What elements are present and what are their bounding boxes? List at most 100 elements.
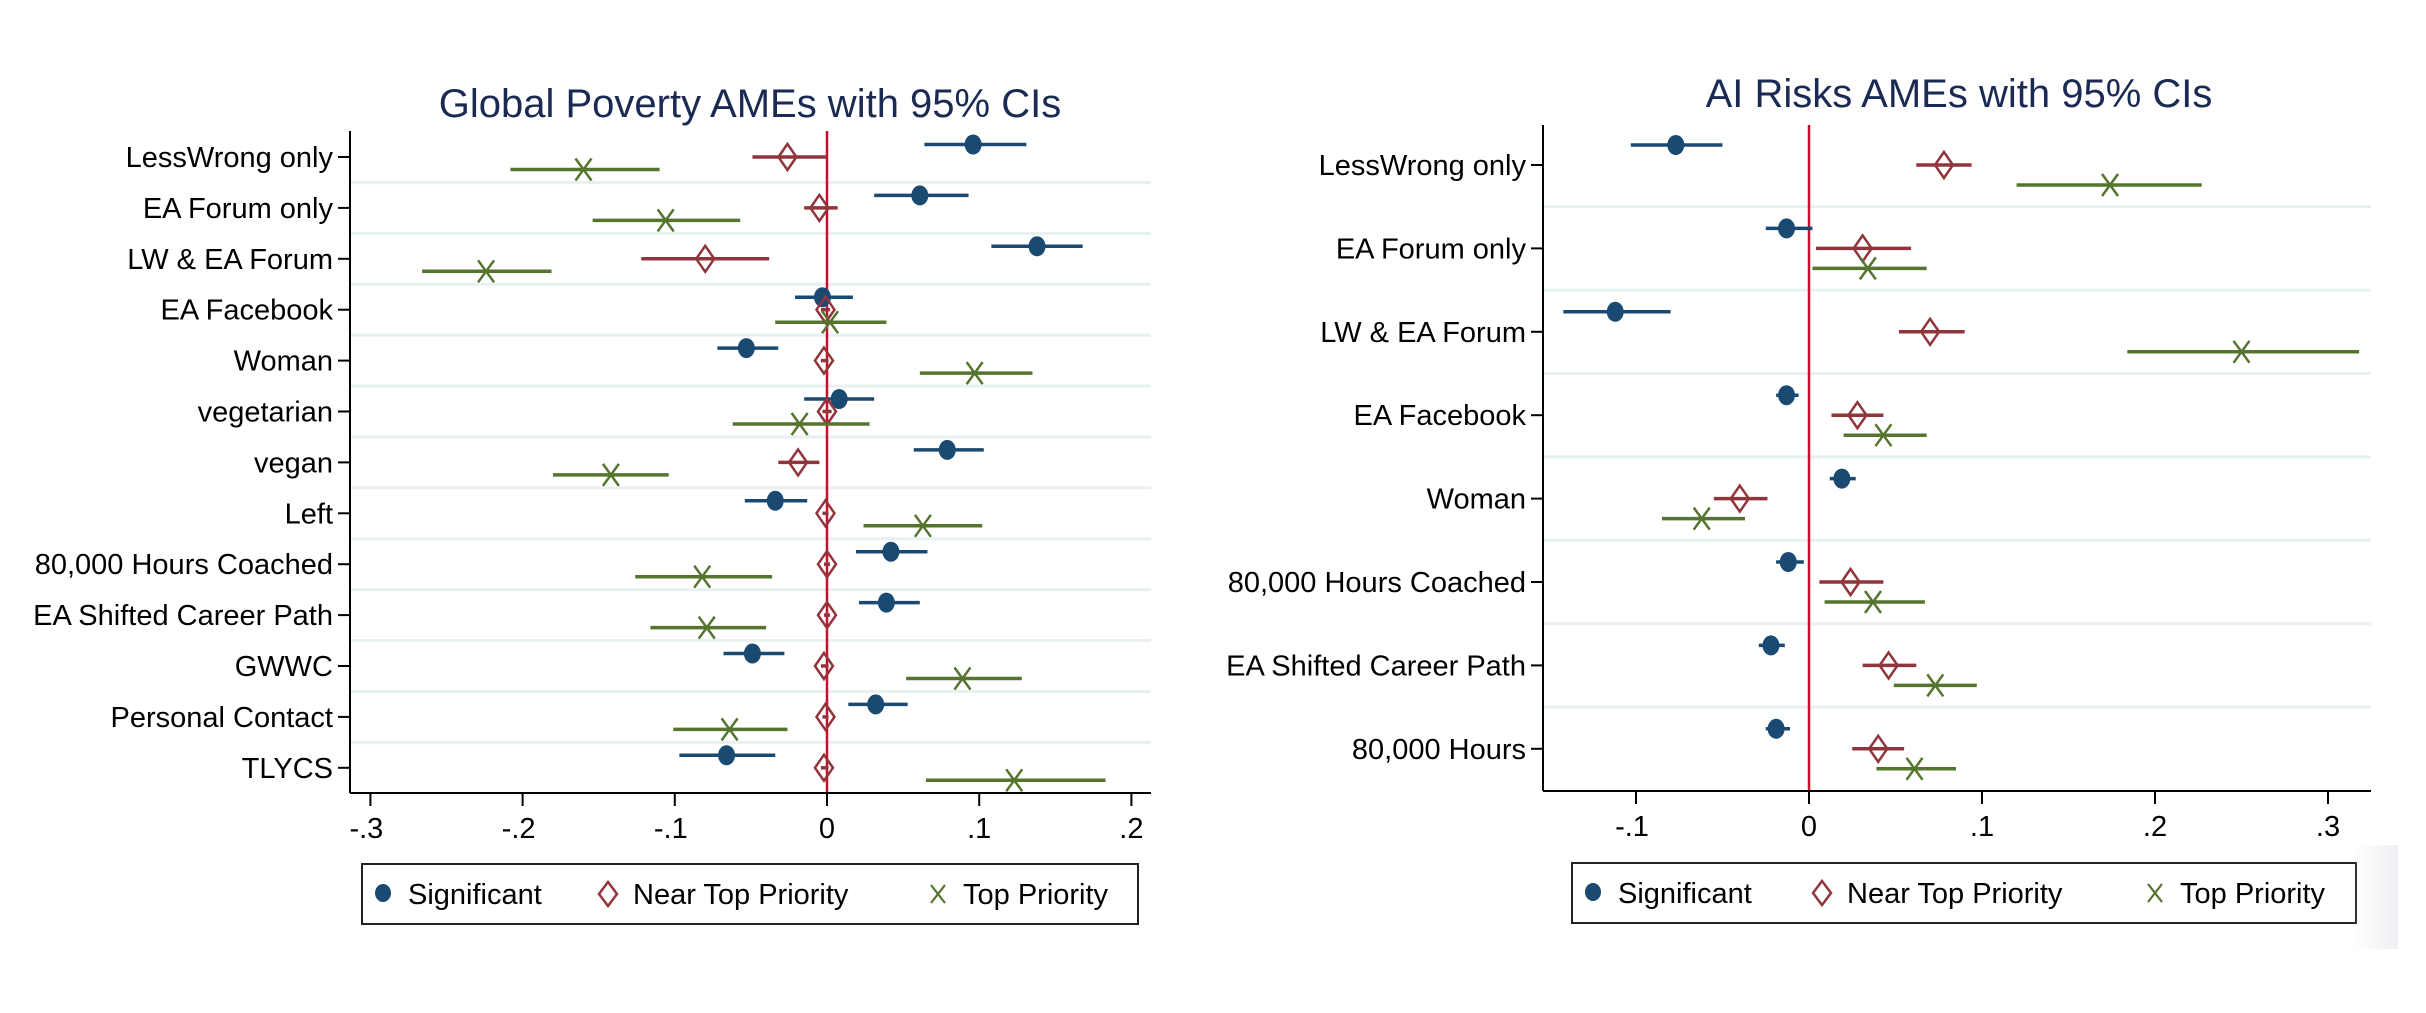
global-poverty-chart: Global Poverty AMEs with 95% CIs LessWro… <box>33 82 1151 925</box>
point-diamond <box>787 447 809 478</box>
y-tick-label: 80,000 Hours Coached <box>1228 567 1526 599</box>
point-x <box>913 514 932 538</box>
series-near-top-priority <box>641 141 838 783</box>
point-circle <box>718 745 736 766</box>
axes <box>1542 125 2371 792</box>
point-x <box>1005 768 1024 793</box>
x-tick-label: -.1 <box>654 813 688 845</box>
point-circle <box>1833 468 1851 489</box>
corner-shadow <box>2352 845 2398 949</box>
chart-title: Global Poverty AMEs with 95% CIs <box>439 82 1061 126</box>
y-tick-label: GWWC <box>235 651 333 683</box>
y-tick-label: TLYCS <box>242 753 333 785</box>
x-mark-icon <box>2147 883 2163 903</box>
x-axis-labels: -.1 0 .1 .2 .3 <box>1615 791 2340 843</box>
point-x <box>477 259 496 284</box>
point-diamond <box>1878 650 1900 681</box>
point-circle <box>882 541 900 562</box>
y-tick-label: vegetarian <box>198 397 333 429</box>
point-diamond <box>813 752 835 783</box>
point-diamond <box>1846 400 1868 431</box>
y-tick-label: LessWrong only <box>1319 150 1527 182</box>
x-tick-label: .1 <box>967 813 991 845</box>
y-tick-label: LessWrong only <box>126 142 334 174</box>
point-circle <box>1667 135 1685 155</box>
point-diamond <box>813 650 835 682</box>
y-tick-label: EA Forum only <box>143 193 334 225</box>
point-x <box>656 208 675 233</box>
x-tick-label: .2 <box>2143 811 2167 843</box>
point-x <box>1926 673 1945 698</box>
y-tick-label: 80,000 Hours Coached <box>35 549 333 581</box>
point-diamond <box>776 141 798 173</box>
point-circle <box>1779 552 1797 572</box>
legend-box <box>1571 862 2357 924</box>
x-tick-label: -.2 <box>502 813 536 845</box>
legend-label: Top Priority <box>963 879 1109 911</box>
y-tick-label: EA Facebook <box>161 295 334 327</box>
point-x <box>720 717 739 742</box>
legend-label: Near Top Priority <box>633 879 849 911</box>
data-marks <box>1563 135 2360 781</box>
point-circle <box>1606 301 1624 322</box>
y-tick-label: EA Shifted Career Path <box>33 600 333 632</box>
point-x <box>965 361 984 385</box>
point-x <box>790 412 809 436</box>
point-x <box>697 615 716 640</box>
x-tick-label: .3 <box>2316 811 2340 843</box>
point-circle <box>830 389 848 409</box>
point-circle <box>964 134 982 155</box>
point-diamond <box>1919 316 1941 347</box>
axes <box>349 131 1151 794</box>
point-x <box>1874 423 1893 447</box>
ai-risks-chart: AI Risks AMEs with 95% CIs LessWrong onl… <box>1226 72 2371 924</box>
point-diamond <box>816 549 838 580</box>
y-tick-label: Woman <box>234 346 333 378</box>
point-circle <box>737 338 755 359</box>
point-x <box>953 666 972 691</box>
series-top-priority <box>1661 173 2360 781</box>
y-tick-label: 80,000 Hours <box>1352 734 1526 766</box>
point-circle <box>1778 218 1796 239</box>
point-diamond <box>814 498 836 529</box>
point-x <box>821 310 840 334</box>
point-x <box>2101 173 2120 197</box>
x-tick-label: 0 <box>1801 811 1817 843</box>
point-diamond <box>813 345 835 376</box>
y-tick-label: vegan <box>254 447 333 479</box>
point-circle <box>813 287 831 308</box>
hollow-diamond-icon <box>1811 878 1833 908</box>
point-circle <box>1762 635 1780 656</box>
x-tick-label: -.1 <box>1615 811 1649 843</box>
point-circle <box>938 439 956 460</box>
point-x <box>1863 590 1883 614</box>
y-tick-label: LW & EA Forum <box>127 244 333 276</box>
x-tick-label: -.3 <box>349 813 383 845</box>
series-near-top-priority <box>1713 149 1972 764</box>
point-x <box>1858 256 1877 281</box>
legend: Significant Near Top Priority Top Priority <box>361 863 1139 925</box>
y-tick-label: Woman <box>1427 484 1526 516</box>
series-significant <box>1563 135 1856 739</box>
point-circle <box>1778 385 1796 406</box>
hollow-diamond-icon <box>597 879 619 909</box>
y-tick-label: EA Shifted Career Path <box>1226 650 1526 682</box>
y-tick-label: EA Forum only <box>1336 233 1527 265</box>
point-diamond <box>1839 566 1862 598</box>
point-x <box>574 157 593 182</box>
point-circle <box>911 185 929 206</box>
row-separators <box>350 180 1151 744</box>
point-x <box>1905 757 1924 781</box>
point-diamond <box>694 243 716 274</box>
point-x <box>1692 506 1711 531</box>
point-circle <box>766 490 784 511</box>
point-x <box>693 564 712 589</box>
x-axis-labels: -.3 -.2 -.1 0 .1 .2 <box>349 793 1143 845</box>
x-tick-label: .1 <box>1970 811 1994 843</box>
point-diamond <box>1933 149 1955 181</box>
legend-label: Significant <box>1618 878 1752 910</box>
legend-box <box>361 863 1139 925</box>
y-axis-labels: LessWrong only EA Forum only LW & EA Forum… <box>33 142 350 785</box>
